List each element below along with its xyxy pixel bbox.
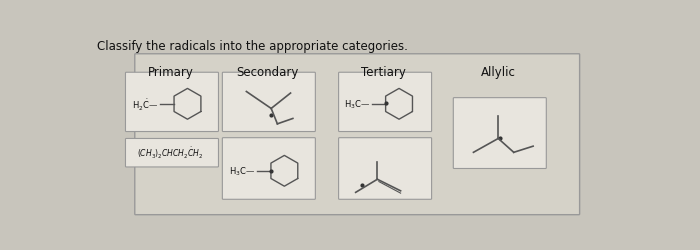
Text: $(CH_3)_2CHCH_2\dot{C}H_2$: $(CH_3)_2CHCH_2\dot{C}H_2$ bbox=[136, 145, 203, 160]
Text: Allylic: Allylic bbox=[481, 65, 516, 78]
Text: H$_2\dot{\rm C}$—: H$_2\dot{\rm C}$— bbox=[132, 97, 159, 112]
FancyBboxPatch shape bbox=[223, 138, 315, 200]
Text: H$_3$C—: H$_3$C— bbox=[229, 165, 256, 177]
Text: H$_3$C—: H$_3$C— bbox=[344, 98, 370, 110]
FancyBboxPatch shape bbox=[339, 73, 432, 132]
Text: Tertiary: Tertiary bbox=[361, 65, 406, 78]
Text: Primary: Primary bbox=[148, 65, 193, 78]
FancyBboxPatch shape bbox=[339, 138, 432, 200]
Text: Classify the radicals into the appropriate categories.: Classify the radicals into the appropria… bbox=[97, 40, 407, 53]
FancyBboxPatch shape bbox=[125, 73, 218, 132]
FancyBboxPatch shape bbox=[125, 139, 218, 167]
FancyBboxPatch shape bbox=[454, 98, 546, 169]
FancyBboxPatch shape bbox=[223, 73, 315, 132]
FancyBboxPatch shape bbox=[135, 54, 580, 215]
Text: Secondary: Secondary bbox=[236, 65, 298, 78]
